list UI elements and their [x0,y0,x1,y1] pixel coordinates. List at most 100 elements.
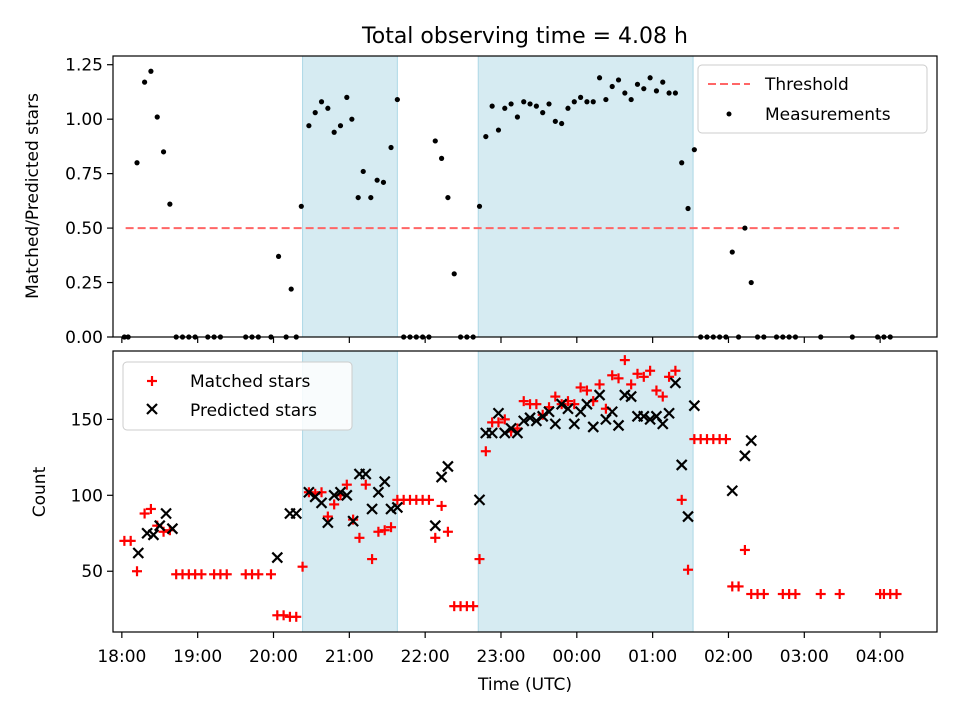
matched-stars-point [221,569,232,580]
matched-stars-point [196,569,207,580]
predicted-stars-point [303,486,315,499]
matched-stars-point [379,525,390,536]
predicted-stars-point [606,405,618,418]
count-legend-box [122,361,353,431]
predicted-stars-point [147,529,160,541]
matched-stars-point [550,391,561,402]
x-tick-label: 23:00 [476,647,525,667]
matched-stars-point [132,566,143,577]
matched-stars-point [291,611,302,622]
predicted-stars-point [442,460,454,473]
matched-stars-point [423,494,434,505]
predicted-stars-point [391,501,404,514]
chart-title: Total observing time = 4.08 h [361,24,688,49]
matched-stars-point [670,365,681,376]
measurements-point [571,99,577,105]
matched-stars-point [360,479,371,490]
predicted-stars-point [543,405,555,418]
matched-stars-point [253,569,264,580]
matched-stars-point [815,589,826,600]
predicted-stars-point [644,413,656,426]
predicted-stars-point [429,519,442,532]
predicted-stars-point [473,494,486,506]
predicted-stars-point [625,390,637,403]
measurements-point [647,75,653,81]
predicted-stars-point [669,377,682,389]
matched-stars-point [581,385,592,396]
measurements-point [167,201,173,207]
matched-stars-point [834,589,845,600]
matched-legend-swatch [147,376,157,386]
measurements-point [337,123,344,129]
ratio-legend: Threshold Measurements [697,64,928,134]
matched-stars-point [329,499,340,510]
predicted-stars-point [517,415,530,427]
ratio-y-axis-label: Matched/Predicted stars [23,93,43,299]
threshold-legend-label: Threshold [764,75,849,95]
predicted-stars-point [132,547,145,559]
measurements-point [154,114,160,120]
x-tick-label: 18:00 [97,647,146,667]
x-tick-label: 01:00 [628,647,677,667]
measurements-point [679,160,685,166]
predicted-stars-point [160,507,172,520]
ratio-legend-box [697,64,928,134]
predicted-stars-point [505,422,517,435]
matched-stars-point [676,494,687,505]
y-tick-label: 0.50 [65,219,103,239]
matched-stars-point [367,554,378,565]
measurements-point [685,205,691,212]
x-tick-label: 03:00 [780,647,829,667]
matched-stars-point [474,554,485,565]
y-tick-label: 1.00 [65,110,103,130]
x-tick-label: 21:00 [325,647,374,667]
matched-stars-point [891,589,902,600]
matched-stars-point [139,508,150,519]
shaded-interval-2 [477,350,694,633]
matched-stars-point [569,399,580,410]
matched-stars-point [739,544,750,555]
matched-stars-point [683,564,694,575]
y-tick-label: 1.25 [65,56,103,76]
matched-legend-label: Matched stars [190,372,310,392]
measurements-point [540,110,546,116]
predicted-stars-point [612,419,625,432]
count-y-axis-label: Count [30,466,50,517]
predicted-stars-point [663,407,675,420]
predicted-stars-point [499,427,511,439]
measurements-point [394,96,400,103]
predicted-stars-point [166,522,179,535]
matched-stars-point [613,373,624,384]
matched-stars-point [442,526,453,537]
measurements-point [495,127,502,133]
matched-stars-point [664,371,675,382]
y-tick-label: 150 [71,410,103,430]
predicted-stars-point [328,489,340,502]
matched-stars-point [651,385,662,396]
predicted-stars-point [726,484,739,497]
predicted-stars-point [593,389,606,401]
matched-stars-point [341,479,352,490]
predicted-stars-point [688,399,701,412]
predicted-stars-point [347,515,359,527]
predicted-stars-point [511,427,524,439]
measurements-point [438,155,445,161]
matched-stars-point [733,581,744,592]
count-data [119,355,902,622]
x-tick-label: 04:00 [856,647,905,667]
predicted-stars-point [562,402,574,415]
matched-stars-point [430,532,441,543]
measurements-point [288,286,294,292]
predicted-stars-point [372,486,385,499]
matched-stars-point [645,365,656,376]
measurements-point [748,279,754,286]
measurements-point [134,160,140,166]
measurements-point [451,271,457,277]
matched-stars-point [619,355,630,366]
predicted-stars-point [739,450,751,462]
matched-stars-point [594,379,605,390]
matched-stars-point [297,561,308,572]
matched-stars-point [145,503,156,514]
measurements-point [552,118,558,124]
